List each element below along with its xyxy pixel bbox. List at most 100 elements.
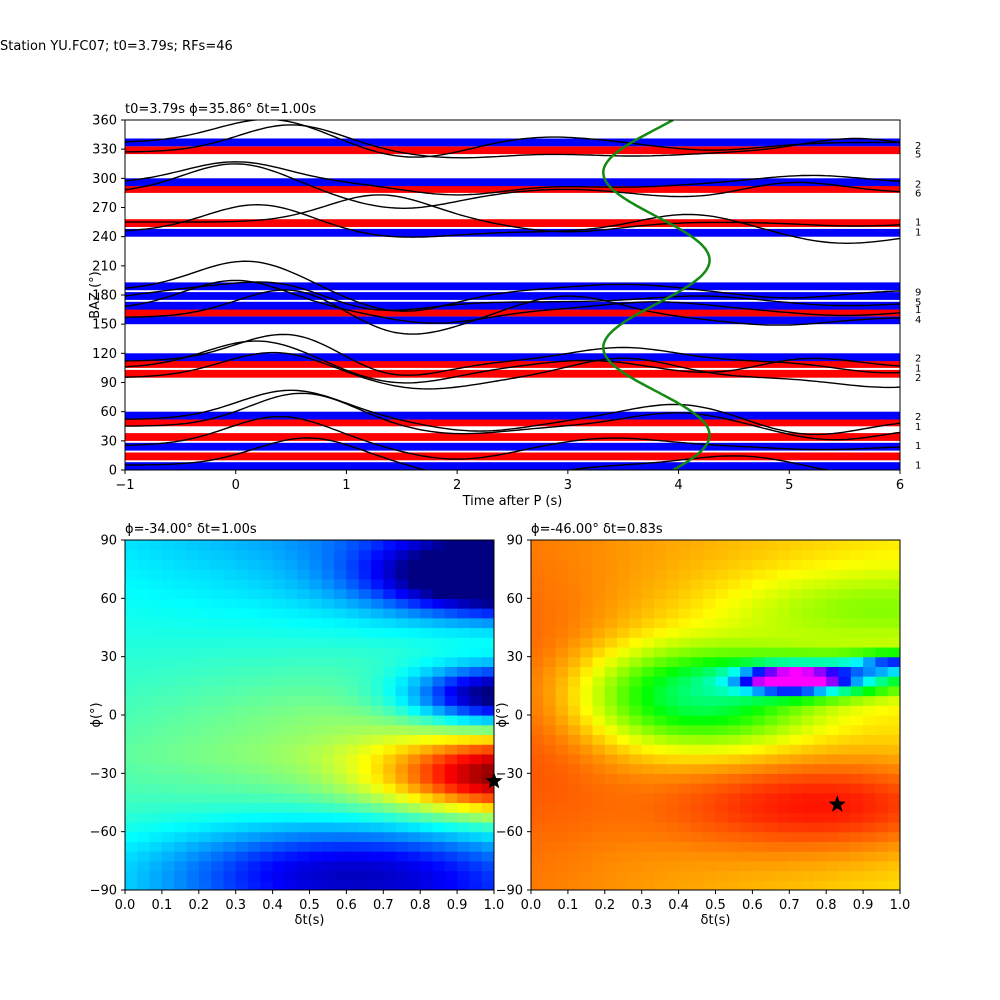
heatmap-cell bbox=[346, 734, 360, 745]
heatmap-cell bbox=[666, 773, 680, 784]
heatmap-cell bbox=[813, 792, 827, 804]
heatmap-cell bbox=[309, 821, 323, 833]
heatmap-cell bbox=[371, 821, 384, 833]
heatmap-cell bbox=[678, 724, 692, 736]
heatmap-cell bbox=[334, 646, 347, 658]
heatmap-cell bbox=[678, 588, 692, 599]
heatmap-cell bbox=[420, 870, 434, 881]
heatmap-cell bbox=[555, 724, 569, 736]
heatmap-cell bbox=[432, 608, 446, 619]
heatmap-cell bbox=[740, 724, 753, 736]
heatmap-cell bbox=[777, 676, 790, 687]
heatmap-cell bbox=[543, 792, 557, 804]
heatmap-cell bbox=[617, 705, 630, 716]
heatmap-cell bbox=[887, 812, 900, 823]
heatmap-cell bbox=[395, 608, 409, 619]
heatmap-cell bbox=[604, 676, 618, 687]
heatmap-cell bbox=[887, 753, 900, 765]
heatmap-cell bbox=[752, 666, 766, 677]
heatmap-cell bbox=[850, 831, 864, 842]
heatmap-cell bbox=[875, 695, 889, 706]
heatmap-cell bbox=[211, 860, 224, 872]
y-tick-label: −30 bbox=[90, 767, 117, 782]
heatmap-cell bbox=[838, 792, 852, 804]
heatmap-cell bbox=[407, 540, 421, 551]
heatmap-cell bbox=[555, 559, 569, 570]
heatmap-cell bbox=[420, 802, 434, 813]
heatmap-cell bbox=[161, 831, 175, 842]
heatmap-cell bbox=[727, 880, 741, 890]
heatmap-cell bbox=[727, 860, 741, 872]
heatmap-cell bbox=[777, 588, 790, 599]
heatmap-cell bbox=[186, 666, 200, 677]
heatmap-cell bbox=[358, 559, 372, 570]
heatmap-cell bbox=[813, 763, 827, 774]
heatmap-cell bbox=[567, 695, 581, 706]
heatmap-cell bbox=[580, 676, 594, 687]
rf-count-label: 9 bbox=[915, 288, 921, 299]
heatmap-cell bbox=[137, 870, 151, 881]
heatmap-cell bbox=[887, 549, 900, 561]
heatmap-cell bbox=[297, 753, 311, 765]
heatmap-cell bbox=[469, 841, 483, 852]
heatmap-cell bbox=[211, 783, 224, 794]
heatmap-cell bbox=[223, 812, 237, 823]
heatmap-cell bbox=[321, 870, 335, 881]
heatmap-cell bbox=[395, 685, 409, 697]
x-tick-label: 0.4 bbox=[262, 898, 283, 913]
heatmap-cell bbox=[801, 812, 815, 823]
heatmap-cell bbox=[371, 549, 384, 561]
heatmap-cell bbox=[764, 715, 778, 726]
heatmap-cell bbox=[432, 792, 446, 804]
heatmap-cell bbox=[186, 792, 200, 804]
heatmap-cell bbox=[469, 734, 483, 745]
heatmap-cell bbox=[555, 627, 569, 638]
heatmap-cell bbox=[420, 578, 434, 590]
x-tick-label: 1 bbox=[342, 478, 350, 493]
heatmap-cell bbox=[457, 540, 470, 551]
heatmap-cell bbox=[309, 540, 323, 551]
heatmap-cell bbox=[297, 588, 311, 599]
heatmap-cell bbox=[481, 617, 494, 629]
heatmap-cell bbox=[875, 646, 889, 658]
heatmap-cell bbox=[727, 841, 741, 852]
heatmap-cell bbox=[567, 783, 581, 794]
heatmap-cell bbox=[875, 841, 889, 852]
heatmap-cell bbox=[654, 802, 667, 813]
heatmap-cell bbox=[703, 617, 717, 629]
heatmap-cell bbox=[555, 753, 569, 765]
heatmap-cell bbox=[297, 802, 311, 813]
heatmap-cell bbox=[555, 617, 569, 629]
heatmap-cell bbox=[395, 578, 409, 590]
heatmap-cell bbox=[875, 831, 889, 842]
heatmap-cell bbox=[186, 724, 200, 736]
heatmap-cell bbox=[137, 637, 151, 648]
heatmap-cell bbox=[654, 646, 667, 658]
heatmap-cell bbox=[531, 637, 544, 648]
heatmap-cell bbox=[457, 821, 470, 833]
heatmap-cell bbox=[592, 763, 606, 774]
heatmap-cell bbox=[678, 540, 692, 551]
heatmap-cell bbox=[272, 715, 286, 726]
heatmap-cell bbox=[838, 608, 852, 619]
heatmap-cell bbox=[752, 598, 766, 609]
heatmap-cell bbox=[211, 549, 224, 561]
heatmap-cell bbox=[703, 753, 717, 765]
heatmap-cell bbox=[813, 841, 827, 852]
heatmap-cell bbox=[346, 763, 360, 774]
heatmap-cell bbox=[420, 627, 434, 638]
heatmap-cell bbox=[223, 588, 237, 599]
heatmap-cell bbox=[690, 851, 704, 862]
band-4 bbox=[125, 418, 900, 427]
heatmap-cell bbox=[641, 753, 655, 765]
heatmap-cell bbox=[703, 646, 717, 658]
heatmap-cell bbox=[617, 870, 630, 881]
heatmap-cell bbox=[654, 715, 667, 726]
heatmap-cell bbox=[617, 656, 630, 667]
heatmap-cell bbox=[481, 831, 494, 842]
heatmap-cell bbox=[654, 783, 667, 794]
heatmap-cell bbox=[432, 646, 446, 658]
heatmap-cell bbox=[567, 773, 581, 784]
heatmap-cell bbox=[801, 617, 815, 629]
heatmap-cell bbox=[863, 734, 876, 745]
